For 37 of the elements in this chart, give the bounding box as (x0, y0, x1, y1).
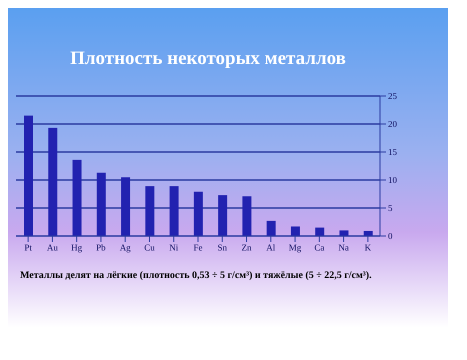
bar (170, 186, 179, 236)
bar (242, 196, 252, 236)
y-tick-label: 10 (388, 175, 398, 186)
x-tick-label: Ni (169, 242, 179, 252)
y-tick-label: 0 (388, 231, 393, 242)
x-tick-label: Sn (218, 242, 228, 252)
bar (290, 226, 300, 236)
x-tick-label: Na (338, 242, 349, 252)
x-tick-label: Zn (242, 242, 252, 252)
bar (315, 228, 324, 236)
x-tick-label: Fe (194, 242, 203, 252)
bar (194, 192, 203, 236)
x-tick-label: Pb (96, 242, 106, 252)
x-tick-label: Ca (314, 242, 324, 252)
bar (48, 128, 58, 236)
y-tick-label: 5 (388, 203, 393, 214)
bar (145, 186, 154, 236)
text: Металлы делят на лёгкие (плотность 0,53 ÷ 5 г/см³) и тяжёлые (5 ÷ 22,5 г/см³). (20, 270, 373, 281)
x-tick-label: Au (46, 242, 58, 252)
x-tick-label: Cu (144, 242, 156, 252)
bar (121, 177, 130, 236)
x-tick-label: Pt (24, 242, 32, 252)
x-tick-label: Al (266, 242, 276, 252)
x-tick-label: Ag (120, 242, 132, 252)
bar (96, 172, 106, 236)
x-tick-label: K (364, 242, 372, 252)
bar (364, 230, 373, 236)
x-tick-label: Mg (288, 242, 302, 252)
x-tick-label: Hg (71, 242, 83, 252)
bar (24, 116, 33, 236)
y-tick-label: 20 (388, 119, 398, 130)
chart-title: Плотность некоторых металлов (69, 48, 347, 70)
y-tick-label: 25 (388, 91, 398, 102)
y-tick-label: 15 (388, 147, 398, 158)
bar (218, 195, 228, 236)
bar (72, 160, 82, 236)
bar (266, 220, 276, 236)
